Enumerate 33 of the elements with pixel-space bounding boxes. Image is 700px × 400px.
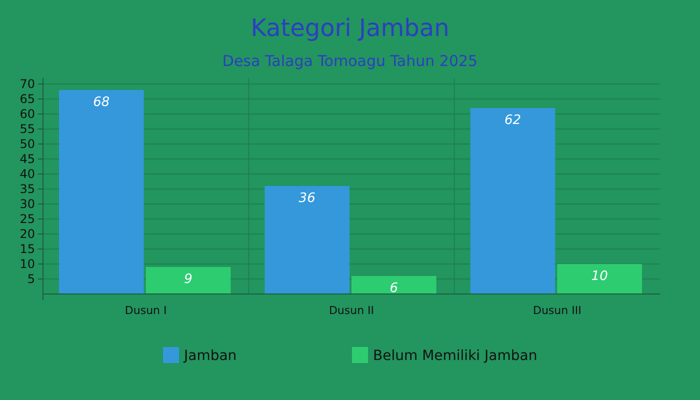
chart-title: Kategori Jamban (250, 14, 450, 42)
bar (470, 108, 556, 294)
y-tick-label: 50 (20, 137, 35, 152)
data-label: 36 (298, 191, 316, 206)
y-tick-label: 30 (20, 197, 35, 212)
y-tick-label: 10 (20, 257, 35, 272)
bar (59, 90, 144, 294)
y-tick-label: 60 (20, 107, 35, 122)
y-tick-label: 25 (20, 212, 35, 226)
y-tick-label: 65 (20, 92, 35, 106)
data-label: 9 (184, 272, 192, 287)
y-tick-label: 35 (20, 182, 35, 196)
x-tick-label: Dusun I (124, 304, 167, 317)
legend-label: Jamban (183, 348, 237, 364)
data-label: 68 (93, 95, 110, 110)
x-tick-label: Dusun III (532, 304, 582, 317)
data-label: 10 (591, 269, 608, 284)
y-tick-label: 20 (20, 227, 35, 242)
x-tick-label: Dusun II (328, 304, 374, 317)
data-label: 62 (504, 113, 522, 128)
legend-label: Belum Memiliki Jamban (373, 348, 538, 364)
y-tick-label: 55 (20, 122, 35, 136)
y-tick-label: 45 (20, 152, 35, 166)
chart-subtitle: Desa Talaga Tomoagu Tahun 2025 (222, 52, 478, 70)
bar (557, 264, 642, 294)
y-tick-label: 40 (20, 167, 35, 182)
bar (146, 267, 231, 294)
bar (352, 276, 436, 294)
y-tick-label: 5 (27, 272, 35, 286)
bar (264, 186, 350, 294)
data-label: 6 (390, 281, 398, 296)
y-tick-label: 70 (20, 77, 35, 92)
y-tick-label: 15 (20, 242, 35, 256)
